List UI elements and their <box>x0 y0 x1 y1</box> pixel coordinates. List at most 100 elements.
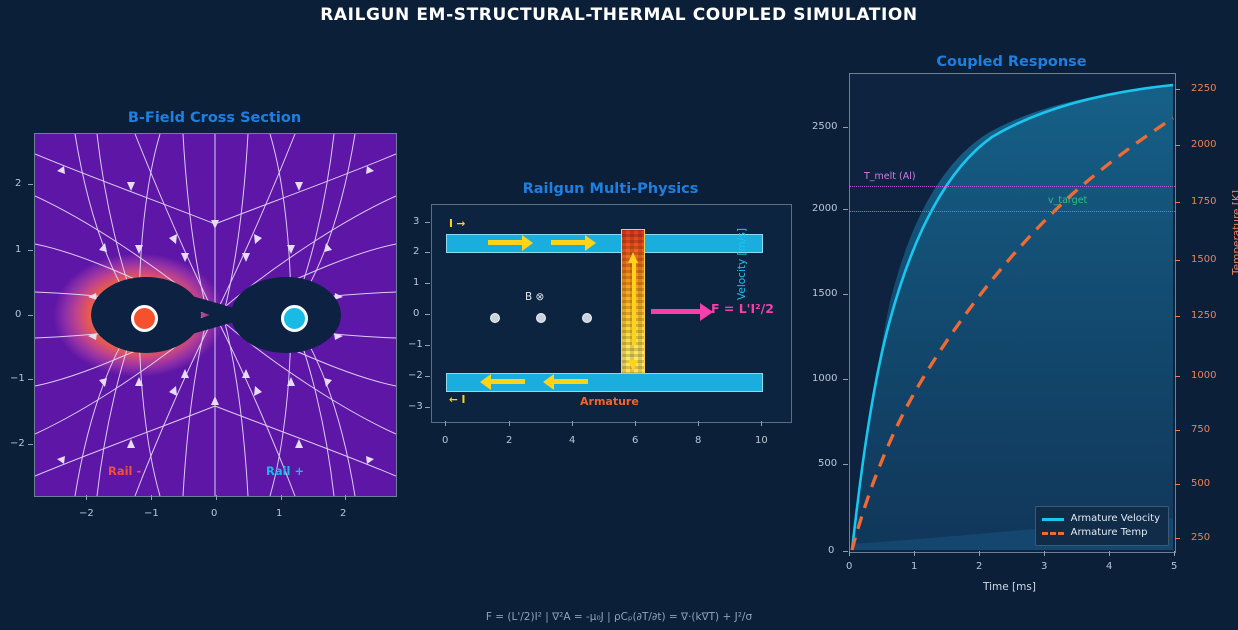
force-vector-body <box>651 309 701 314</box>
chart-legend: Armature Velocity Armature Temp <box>1034 506 1169 546</box>
schematic-xtick-2: 2 <box>506 435 513 446</box>
schematic-ytickmark <box>425 345 430 347</box>
bfield-dot <box>490 313 500 323</box>
current-arrow-top-2-head <box>585 235 596 251</box>
bfield-ytick-0: 0 <box>15 309 22 320</box>
response-right-tickmark <box>1175 260 1180 262</box>
current-arrow-top-2-body <box>551 240 585 245</box>
schematic-xtick-8: 8 <box>695 435 702 446</box>
legend-swatch-temperature-icon <box>1041 531 1064 535</box>
bfield-xtick-0: 0 <box>211 508 218 519</box>
response-yaxis-left-label: Velocity [m/s] <box>736 228 748 300</box>
response-ytick-right-1750: 1750 <box>1191 196 1217 207</box>
response-xaxis-label: Time [ms] <box>983 581 1036 593</box>
schematic-ytickmark <box>425 252 430 254</box>
rail-conductor-positive <box>281 305 308 332</box>
response-ytick-left-1000: 1000 <box>812 373 838 384</box>
rail-bottom <box>446 373 763 392</box>
response-xtick-2: 2 <box>976 561 983 572</box>
bfield-xtickmark <box>281 495 283 500</box>
bfield-xtickmark <box>216 495 218 500</box>
response-ytick-right-500: 500 <box>1191 478 1211 489</box>
response-ytick-right-2000: 2000 <box>1191 139 1217 150</box>
schematic-xtickmark <box>698 421 700 426</box>
response-xtickmark <box>849 551 851 556</box>
armature-current-stem <box>631 263 636 345</box>
bfield-xtickmark <box>345 495 347 500</box>
current-arrow-top-1-head <box>522 235 533 251</box>
bfield-ytick-m1: −1 <box>10 373 25 384</box>
current-bottom-label: ← I <box>449 394 466 406</box>
response-xtick-1: 1 <box>911 561 918 572</box>
response-xtick-0: 0 <box>846 561 853 572</box>
schematic-ytickmark <box>425 314 430 316</box>
response-right-tickmark <box>1175 202 1180 204</box>
bfield-xtick-2: 2 <box>340 508 347 519</box>
response-ytick-left-2000: 2000 <box>812 203 838 214</box>
schematic-xtickmark <box>635 421 637 426</box>
legend-label-velocity: Armature Velocity <box>1070 513 1160 524</box>
bfield-xtick-1: 1 <box>276 508 283 519</box>
tmelt-annotation: T_melt (Al) <box>864 171 916 182</box>
response-left-tickmark <box>843 551 848 553</box>
schematic-ytick-2: 2 <box>413 246 420 257</box>
legend-label-temperature: Armature Temp <box>1070 527 1148 538</box>
bfield-ytickmark <box>28 379 33 381</box>
bfield-ytickmark <box>28 250 33 252</box>
bfield-xtickmark <box>86 495 88 500</box>
response-xtick-4: 4 <box>1106 561 1113 572</box>
response-xtick-5: 5 <box>1171 561 1178 572</box>
response-left-tickmark <box>843 464 848 466</box>
schematic-ytickmark <box>425 283 430 285</box>
bfield-ytick-1: 1 <box>15 244 22 255</box>
schematic-ytick-3: 3 <box>413 216 420 227</box>
schematic-ytick-m3: −3 <box>408 401 423 412</box>
schematic-xtick-10: 10 <box>755 435 768 446</box>
armature-current-up-arrow <box>628 252 638 263</box>
vtarget-annotation: v_target <box>1048 195 1088 206</box>
response-left-tickmark <box>843 127 848 129</box>
bfield-ytickmark <box>28 444 33 446</box>
response-xtick-3: 3 <box>1041 561 1048 572</box>
legend-item-temperature: Armature Temp <box>1041 526 1160 540</box>
schematic-xtickmark <box>572 421 574 426</box>
response-xtickmark <box>1044 551 1046 556</box>
velocity-fill-area <box>852 86 1173 550</box>
response-ytick-left-2500: 2500 <box>812 121 838 132</box>
rail-positive-label: Rail + <box>266 464 305 478</box>
response-ytick-right-1500: 1500 <box>1191 254 1217 265</box>
schematic-ytick-0: 0 <box>413 308 420 319</box>
schematic-ytick-m1: −1 <box>408 339 423 350</box>
force-label: F = L'I²/2 <box>711 301 774 316</box>
schematic-ytick-m2: −2 <box>408 370 423 381</box>
response-ytick-left-0: 0 <box>828 545 835 556</box>
bfield-dot <box>536 313 546 323</box>
legend-item-velocity: Armature Velocity <box>1041 512 1160 526</box>
footer-equation: F = (L'/2)I² | ∇²A = -μ₀J | ρCₚ(∂T/∂t) =… <box>485 611 753 623</box>
response-left-tickmark <box>843 294 848 296</box>
schematic-xtick-4: 4 <box>569 435 576 446</box>
response-right-tickmark <box>1175 376 1180 378</box>
schematic-xtick-6: 6 <box>632 435 639 446</box>
armature-bar <box>621 229 645 382</box>
response-right-tickmark <box>1175 89 1180 91</box>
current-arrow-bot-1-head <box>480 374 491 390</box>
bfield-ytickmark <box>28 184 33 186</box>
response-left-tickmark <box>843 379 848 381</box>
schematic-xtickmark <box>761 421 763 426</box>
response-ytick-left-500: 500 <box>818 458 838 469</box>
bfield-plot: Rail - Rail + <box>34 133 397 497</box>
bfield-into-page-label: B ⊗ <box>525 291 545 303</box>
force-vector-head <box>700 303 713 321</box>
rail-negative-label: Rail - <box>108 464 142 478</box>
schematic-xtick-0: 0 <box>442 435 449 446</box>
response-xtickmark <box>914 551 916 556</box>
bfield-ytick-m2: −2 <box>10 438 25 449</box>
bfield-ytickmark <box>28 315 33 317</box>
legend-swatch-velocity-icon <box>1041 517 1064 521</box>
response-right-tickmark <box>1175 316 1180 318</box>
schematic-ytickmark <box>425 222 430 224</box>
armature-label: Armature <box>580 395 639 408</box>
current-top-label: I → <box>449 218 466 230</box>
